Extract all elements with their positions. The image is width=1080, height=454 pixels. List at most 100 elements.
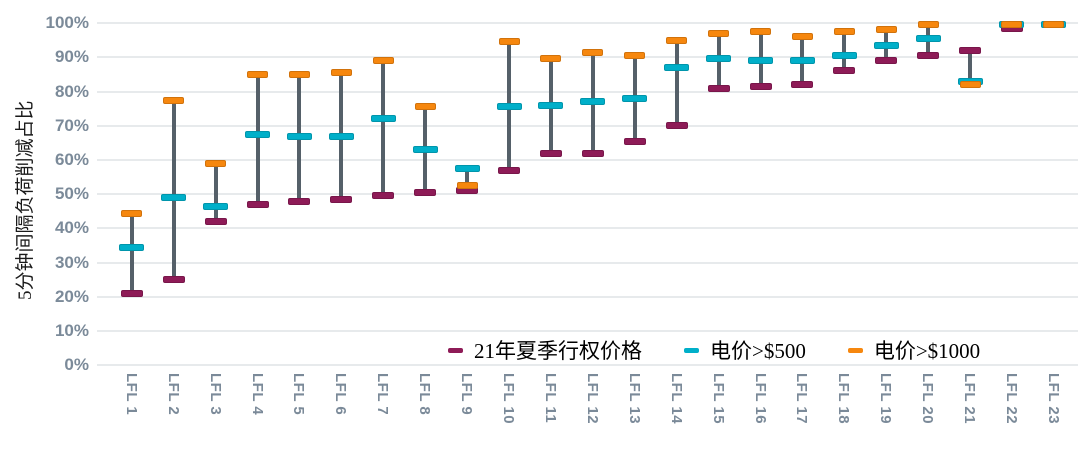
x-axis-label: LFL 14 <box>667 373 685 425</box>
x-axis-label: LFL 2 <box>164 373 182 416</box>
marker-price-gt-1000 <box>247 70 268 78</box>
marker-price-gt-500 <box>580 98 606 106</box>
legend-item-price-gt-500: 电价>$500 <box>684 335 806 365</box>
marker-price-gt-1000 <box>330 69 352 77</box>
marker-price-gt-500 <box>873 41 899 49</box>
marker-price-gt-500 <box>538 101 564 109</box>
marker-price-gt-1000 <box>540 55 562 63</box>
x-axis-label: LFL 8 <box>416 373 434 416</box>
marker-price-gt-500 <box>161 194 187 202</box>
legend-item-summer21-strike-price: 21年夏季行权价格 <box>448 335 642 365</box>
marker-price-gt-500 <box>370 115 396 123</box>
legend-marker-price-gt-500 <box>684 347 699 353</box>
marker-price-gt-1000 <box>833 28 855 36</box>
x-axis-label: LFL 9 <box>458 373 476 416</box>
marker-summer21-strike-price <box>246 200 269 208</box>
x-axis-label: LFL 12 <box>583 373 601 425</box>
gridline <box>97 261 1078 264</box>
range-stem <box>465 168 470 191</box>
marker-summer21-strike-price <box>917 52 940 59</box>
x-axis-label: LFL 15 <box>709 373 727 425</box>
gridline <box>97 227 1078 230</box>
marker-price-gt-500 <box>286 132 312 140</box>
legend-label: 21年夏季行权价格 <box>474 339 642 363</box>
marker-summer21-strike-price <box>120 289 143 297</box>
range-stem <box>842 31 847 71</box>
marker-price-gt-1000 <box>414 103 436 111</box>
x-axis-label: LFL 4 <box>248 373 266 416</box>
gridline <box>97 56 1078 59</box>
marker-summer21-strike-price <box>665 122 688 130</box>
marker-summer21-strike-price <box>581 149 604 157</box>
marker-price-gt-500 <box>328 132 354 140</box>
x-axis-label: LFL 5 <box>290 373 308 416</box>
x-axis-label: LFL 10 <box>500 373 517 425</box>
marker-price-gt-1000 <box>624 52 646 59</box>
marker-price-gt-500 <box>789 57 815 65</box>
x-axis-label: LFL 23 <box>1044 373 1062 425</box>
y-axis-tick-label: 10% <box>54 321 89 341</box>
marker-price-gt-1000 <box>582 48 604 56</box>
gridline <box>97 90 1078 93</box>
x-axis-label: LFL 16 <box>751 373 769 425</box>
marker-price-gt-1000 <box>372 57 394 65</box>
marker-summer21-strike-price <box>330 195 353 203</box>
gridline <box>97 295 1078 298</box>
marker-price-gt-500 <box>915 34 941 42</box>
marker-summer21-strike-price <box>539 149 562 157</box>
marker-price-gt-1000 <box>875 26 897 34</box>
x-axis-label: LFL 3 <box>206 373 224 416</box>
marker-price-gt-1000 <box>666 36 688 44</box>
y-axis-tick-label: 30% <box>54 252 89 272</box>
gridline <box>97 158 1078 161</box>
x-axis-label: LFL 6 <box>332 373 350 416</box>
y-axis-tick-label: 70% <box>54 115 89 135</box>
legend-marker-summer21-strike-price <box>448 347 463 353</box>
y-axis-tick-label: 0% <box>64 355 89 375</box>
marker-summer21-strike-price <box>372 192 395 200</box>
marker-price-gt-500 <box>245 130 270 138</box>
legend-marker-price-gt-1000 <box>847 347 863 353</box>
marker-price-gt-500 <box>831 52 857 59</box>
marker-price-gt-500 <box>706 55 731 63</box>
marker-price-gt-1000 <box>121 209 143 217</box>
marker-price-gt-1000 <box>205 159 227 167</box>
x-axis-label: LFL 13 <box>625 373 643 425</box>
y-axis-tick-label: 90% <box>54 47 89 67</box>
y-axis-tick-label: 40% <box>54 218 89 238</box>
marker-price-gt-500 <box>664 64 690 71</box>
marker-summer21-strike-price <box>707 84 730 92</box>
marker-summer21-strike-price <box>749 82 772 90</box>
marker-price-gt-500 <box>203 202 229 210</box>
marker-price-gt-1000 <box>498 38 520 46</box>
marker-price-gt-1000 <box>1001 21 1023 29</box>
marker-summer21-strike-price <box>833 67 856 75</box>
range-stem <box>674 40 679 126</box>
y-axis-tick-label: 20% <box>54 286 89 306</box>
marker-price-gt-1000 <box>750 28 771 36</box>
range-stem <box>171 100 176 280</box>
marker-price-gt-500 <box>622 94 648 102</box>
marker-price-gt-1000 <box>917 21 939 29</box>
marker-price-gt-1000 <box>959 81 981 89</box>
y-axis-tick-label: 60% <box>54 149 89 169</box>
marker-summer21-strike-price <box>959 46 981 54</box>
marker-summer21-strike-price <box>875 57 898 65</box>
marker-summer21-strike-price <box>162 276 185 284</box>
x-axis-label: LFL 21 <box>961 373 978 425</box>
marker-price-gt-500 <box>496 103 522 111</box>
y-axis-tick-label: 100% <box>45 13 89 32</box>
range-stem <box>968 50 972 85</box>
gridline <box>97 22 1078 24</box>
marker-summer21-strike-price <box>498 166 520 174</box>
legend-item-price-gt-1000: 电价>$1000 <box>847 335 980 365</box>
x-axis-label: LFL 19 <box>877 373 895 425</box>
marker-summer21-strike-price <box>288 197 311 205</box>
x-axis-label: LFL 11 <box>541 373 559 424</box>
marker-summer21-strike-price <box>623 137 646 145</box>
gridline <box>97 364 1078 367</box>
marker-price-gt-500 <box>119 243 145 251</box>
gridline <box>97 124 1078 127</box>
marker-summer21-strike-price <box>204 218 227 225</box>
